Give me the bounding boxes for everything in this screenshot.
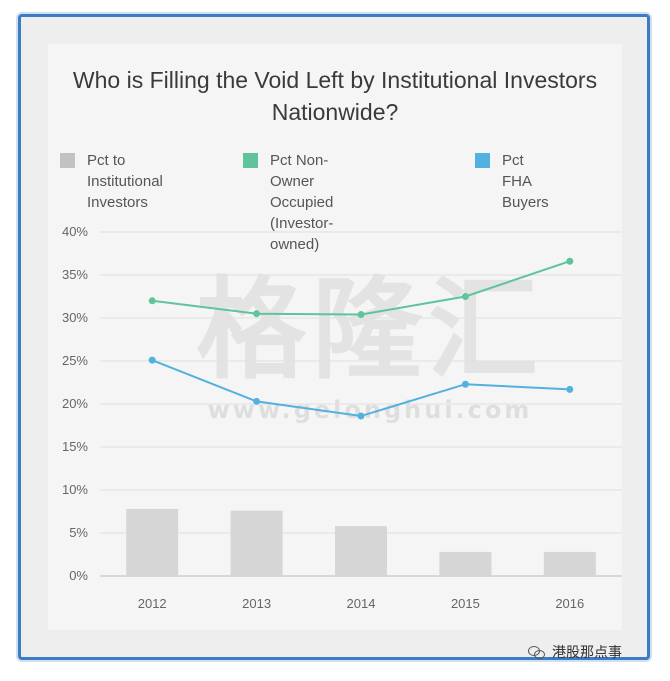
y-tick-label: 0% (69, 568, 88, 583)
bar-institutional-2013 (230, 510, 283, 576)
x-tick-label: 2015 (451, 596, 480, 611)
y-tick-label: 30% (62, 310, 88, 325)
y-tick-label: 5% (69, 525, 88, 540)
point-fha-2013 (253, 397, 261, 405)
y-tick-label: 10% (62, 482, 88, 497)
bar-institutional-2015 (439, 551, 492, 576)
line-fha (151, 359, 570, 418)
line-series (148, 257, 574, 420)
point-fha-2014 (357, 412, 365, 420)
bar-series (126, 508, 596, 576)
point-non-owner-2016 (566, 257, 574, 265)
bar-institutional-2016 (543, 551, 596, 576)
watermark-url: www.gelonghui.com (207, 396, 533, 424)
y-axis-ticks: 0% 5% 10% 15% 20% 25% 30% 35% 40% (62, 224, 88, 583)
legend-label-institutional: Pct to Institutional Investors (87, 152, 163, 211)
y-tick-label: 35% (62, 267, 88, 282)
x-tick-label: 2013 (242, 596, 271, 611)
line-non-owner (152, 260, 571, 316)
x-tick-label: 2012 (138, 596, 167, 611)
watermark-logo: 格隆汇 (196, 266, 544, 394)
point-non-owner-2014 (357, 311, 365, 319)
point-non-owner-2013 (253, 310, 261, 318)
y-tick-label: 15% (62, 439, 88, 454)
legend-label-non-owner: Pct Non-Owner Occupied (Investor-owned) (270, 152, 334, 253)
bar-institutional-2014 (335, 526, 387, 576)
wechat-icon (528, 645, 546, 659)
legend-label-fha: Pct FHA Buyers (502, 152, 549, 211)
x-axis-ticks: 2012 2013 2014 2015 2016 (138, 596, 585, 611)
point-fha-2016 (566, 385, 574, 393)
point-fha-2015 (461, 380, 469, 388)
footer-source: 港股那点事 (528, 641, 622, 663)
legend-swatch-non-owner (243, 153, 258, 168)
point-fha-2012 (148, 356, 156, 364)
legend-swatch-institutional (60, 153, 75, 168)
point-non-owner-2015 (461, 293, 469, 300)
legend-swatch-fha (475, 153, 490, 168)
footer-text: 港股那点事 (552, 644, 622, 660)
point-non-owner-2012 (148, 297, 156, 305)
grid-lines (100, 231, 622, 577)
x-tick-label: 2016 (555, 596, 584, 611)
x-tick-label: 2014 (347, 596, 376, 611)
y-tick-label: 20% (62, 396, 88, 411)
bar-institutional-2012 (126, 508, 179, 576)
y-tick-label: 25% (62, 353, 88, 368)
y-tick-label: 40% (62, 224, 88, 239)
chart-title: Who is Filling the Void Left by Institut… (72, 67, 598, 125)
